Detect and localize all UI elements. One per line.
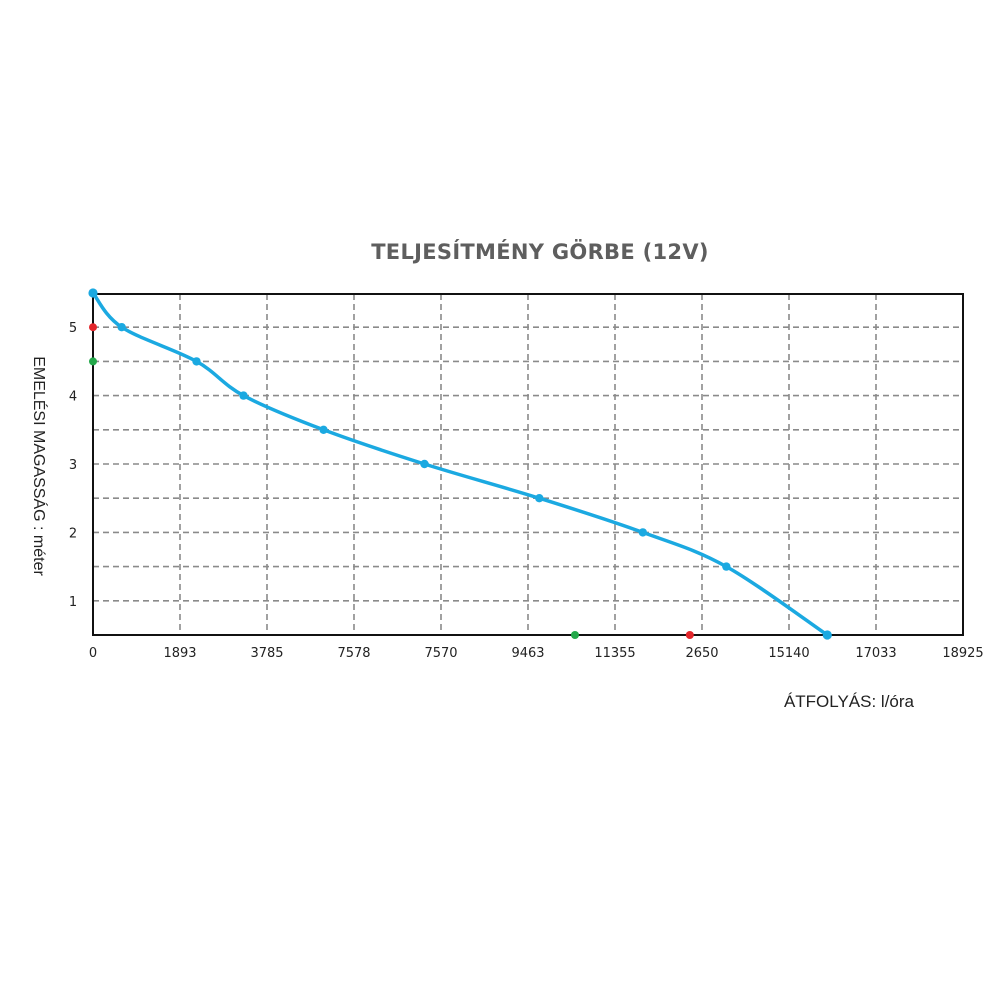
axis-marker-green [89, 357, 97, 366]
data-point [319, 425, 328, 434]
grid [93, 294, 963, 635]
y-tick-label: 4 [69, 390, 77, 405]
x-tick-label: 11355 [594, 646, 635, 661]
x-tick-label: 15140 [768, 646, 809, 661]
plot-frame [92, 293, 964, 636]
data-point [535, 494, 544, 503]
y-tick-label: 1 [69, 595, 77, 610]
axis-marker-red [89, 323, 97, 332]
axis-marker-red [685, 631, 694, 639]
x-tick-label: 7578 [337, 646, 370, 661]
axis-markers [89, 323, 694, 639]
x-tick-label: 3785 [250, 646, 283, 661]
data-point [192, 357, 201, 366]
performance-curve [91, 291, 830, 637]
x-tick-label: 9463 [511, 646, 544, 661]
y-tick-label: 5 [69, 321, 77, 336]
data-point [117, 323, 126, 332]
x-axis-label: ÁTFOLYÁS: l/óra [783, 692, 914, 711]
x-tick-label: 7570 [424, 646, 457, 661]
data-point [722, 562, 731, 571]
tick-labels: 0 1893 3785 7578 7570 9463 11355 2650 15140 17033… [69, 321, 984, 661]
x-tick-label: 2650 [685, 646, 718, 661]
y-tick-label: 3 [69, 458, 77, 473]
data-point [638, 528, 648, 537]
x-tick-label: 0 [89, 646, 97, 661]
x-tick-label: 17033 [855, 646, 896, 661]
data-point [239, 391, 248, 400]
data-point [822, 630, 832, 640]
data-point [420, 459, 429, 469]
y-tick-label: 2 [69, 526, 77, 541]
x-tick-label: 1893 [163, 646, 196, 661]
x-tick-label: 18925 [942, 646, 983, 661]
data-point [88, 288, 98, 298]
chart-title: TELJESÍTMÉNY GÖRBE (12V) [371, 240, 709, 264]
data-points [88, 288, 832, 640]
axis-marker-green [570, 631, 579, 639]
